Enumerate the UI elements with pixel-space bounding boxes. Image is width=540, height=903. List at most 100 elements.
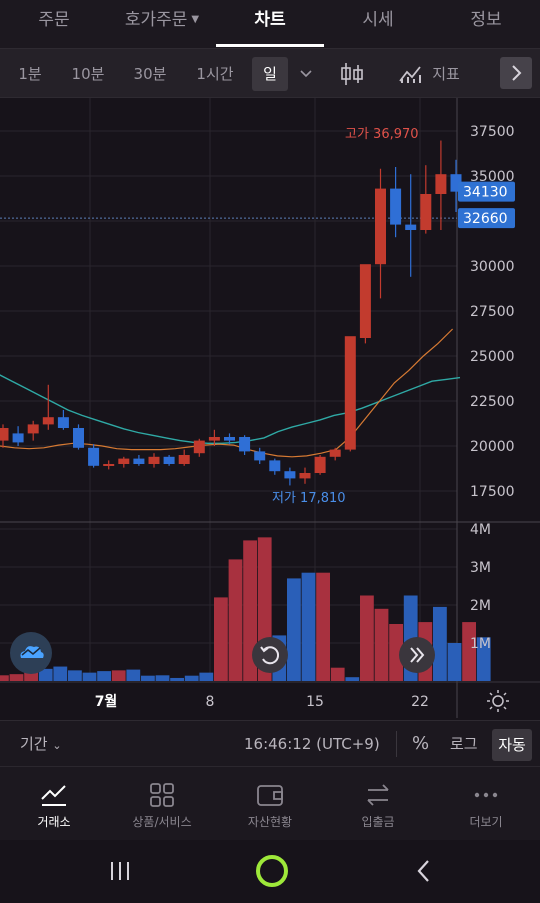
auto-scale-button[interactable]: 자동 <box>492 729 532 761</box>
volume-bar <box>433 606 447 681</box>
price-axis: 3750035000325003000027500250002250020000… <box>95 124 515 710</box>
candle-body <box>88 447 100 466</box>
candle-body <box>329 449 341 457</box>
price-chart[interactable]: 3750035000325003000027500250002250020000… <box>0 98 540 718</box>
date-axis-label: 15 <box>306 694 324 710</box>
indicator-button[interactable]: 지표 <box>428 57 464 91</box>
candle-body <box>405 224 417 230</box>
candlestick-icon[interactable] <box>338 61 366 87</box>
high-price-label: 고가 36,970 <box>345 127 419 142</box>
timeframe-30min[interactable]: 30분 <box>122 57 178 91</box>
nav-products[interactable]: 상품/서비스 <box>108 767 216 841</box>
volume-axis-label: 1M <box>470 636 491 652</box>
tab-info[interactable]: 정보 <box>432 0 540 48</box>
candle-body <box>12 433 24 443</box>
price-axis-label: 17500 <box>470 484 515 500</box>
log-scale-button[interactable]: 로그 <box>450 735 478 753</box>
active-tab-indicator <box>216 44 324 47</box>
candle-body <box>103 464 115 466</box>
back-icon[interactable] <box>414 859 434 883</box>
chevron-down-icon[interactable] <box>298 67 314 81</box>
candle-body <box>314 456 326 473</box>
system-navigation-bar <box>0 840 540 903</box>
price-axis-label: 35000 <box>470 169 515 185</box>
chart-reset-button[interactable] <box>252 637 288 673</box>
candle-body <box>163 456 175 464</box>
candle-body <box>450 174 462 192</box>
chart-settings-button[interactable] <box>486 689 510 713</box>
price-axis-label: 37500 <box>470 124 515 140</box>
tab-order-label: 주문 <box>38 10 70 30</box>
candle-body <box>133 458 145 464</box>
timeframe-day[interactable]: 일 <box>252 57 288 91</box>
scroll-to-latest-button[interactable] <box>399 637 435 673</box>
volume-bar <box>330 667 345 681</box>
tab-chart-label: 차트 <box>254 10 286 30</box>
candle-body <box>42 417 54 425</box>
candle-body <box>269 460 281 472</box>
volume-bar <box>228 559 243 681</box>
home-icon[interactable] <box>254 853 290 889</box>
timeframe-label: 10분 <box>71 65 105 83</box>
nav-label: 더보기 <box>469 815 503 829</box>
current-price-tag-background <box>458 181 515 202</box>
indicator-icon[interactable] <box>398 63 424 85</box>
volume-bar <box>53 666 68 681</box>
volume-bar <box>345 677 360 681</box>
chart-style-button[interactable] <box>10 632 52 674</box>
volume-bar <box>155 675 170 681</box>
percent-scale-button[interactable]: % <box>412 733 430 754</box>
tab-orderbook[interactable]: 호가주문 ▼ <box>108 0 216 48</box>
candle-body <box>118 458 130 464</box>
nav-exchange[interactable]: 거래소 <box>0 767 108 841</box>
candle-body <box>148 456 160 464</box>
candle-body <box>178 455 190 464</box>
volume-bar <box>389 624 403 681</box>
date-axis-label: 22 <box>411 694 429 710</box>
timeframe-1min[interactable]: 1분 <box>6 57 54 91</box>
volume-bar <box>111 670 126 681</box>
nav-label: 자산현황 <box>247 815 293 829</box>
reset-icon <box>260 646 280 665</box>
nav-more[interactable]: 더보기 <box>432 767 540 841</box>
recent-apps-icon[interactable] <box>108 860 134 882</box>
clock-readout: 16:46:12 (UTC+9) <box>244 735 380 753</box>
tab-order[interactable]: 주문 <box>0 0 108 48</box>
date-axis-label: 7월 <box>95 693 118 710</box>
indicator-label: 지표 <box>432 65 460 83</box>
timeframe-10min[interactable]: 10분 <box>60 57 116 91</box>
nav-label: 입출금 <box>361 815 395 829</box>
volume-axis-label: 2M <box>470 598 491 614</box>
nav-assets[interactable]: 자산현황 <box>216 767 324 841</box>
candle-body <box>224 437 235 441</box>
bottom-navigation: 거래소 상품/서비스 자산현황 입출금 더보기 <box>0 766 540 840</box>
timeframe-1hour[interactable]: 1시간 <box>186 57 244 91</box>
candle-body <box>27 424 39 434</box>
volume-bar <box>24 671 38 681</box>
candle-body <box>57 417 69 428</box>
candle-body <box>299 473 311 479</box>
timeframe-label: 1시간 <box>196 65 234 83</box>
candle-body <box>359 264 371 338</box>
chart-toolbar: 1분 10분 30분 1시간 일 지표 <box>0 48 540 98</box>
candlestick-series <box>0 140 462 486</box>
candle-body <box>0 428 9 441</box>
volume-bar <box>476 637 491 681</box>
candle-body <box>239 437 251 452</box>
volume-bar <box>374 608 389 681</box>
wallet-icon <box>257 785 283 806</box>
low-price-label: 저가 17,810 <box>272 491 346 506</box>
tab-market[interactable]: 시세 <box>324 0 432 48</box>
transfer-arrows-icon <box>367 784 389 806</box>
toolbar-scroll-right-button[interactable] <box>500 57 532 89</box>
chevron-down-icon: ⌄ <box>52 739 62 752</box>
tab-chart[interactable]: 차트 <box>216 0 324 48</box>
top-tab-bar: 주문 호가주문 ▼ 차트 시세 정보 <box>0 0 540 48</box>
price-axis-label: 27500 <box>470 304 515 320</box>
nav-label: 상품/서비스 <box>132 815 192 829</box>
period-dropdown[interactable]: 기간 ⌄ <box>20 721 62 767</box>
candle-body <box>344 336 356 450</box>
volume-bar <box>9 674 24 681</box>
nav-deposit-withdraw[interactable]: 입출금 <box>324 767 432 841</box>
volume-bar <box>447 643 462 681</box>
